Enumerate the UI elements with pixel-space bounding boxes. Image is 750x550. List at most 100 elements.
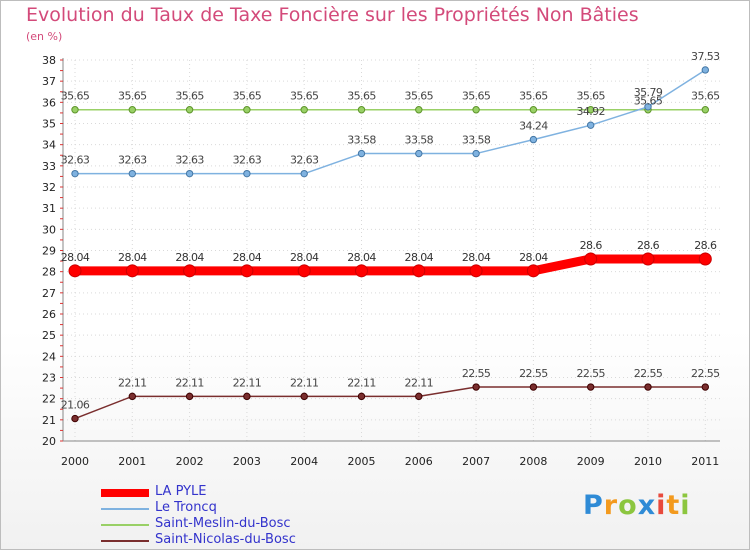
data-label: 22.55	[691, 367, 720, 380]
data-point	[240, 264, 254, 278]
data-label: 28.04	[405, 251, 434, 264]
data-point	[472, 383, 480, 391]
data-point	[243, 106, 251, 114]
data-point	[529, 383, 538, 391]
series-line-le-troncq	[74, 69, 707, 175]
data-point	[68, 264, 82, 278]
data-point	[185, 392, 194, 401]
data-point	[300, 106, 308, 114]
y-tick-label: 22	[42, 393, 56, 406]
data-label: 22.55	[519, 367, 548, 380]
data-label: 35.65	[576, 90, 605, 103]
data-label: 35.65	[347, 90, 376, 103]
data-label: 33.58	[347, 134, 376, 147]
data-point	[243, 169, 251, 178]
data-point	[243, 392, 251, 401]
logo-letter: i	[656, 490, 667, 521]
data-point	[300, 169, 308, 178]
data-label: 22.11	[175, 376, 204, 389]
data-label: 22.55	[576, 367, 605, 380]
data-label: 32.63	[233, 154, 262, 167]
data-label: 28.6	[694, 239, 717, 252]
data-label: 35.65	[462, 90, 491, 103]
y-tick-label: 25	[42, 329, 56, 342]
x-tick-label: 2006	[405, 455, 433, 468]
data-point	[587, 121, 595, 129]
data-label: 34.24	[519, 120, 548, 133]
legend-label-le-troncq: Le Troncq	[155, 500, 217, 515]
data-label: 28.04	[118, 251, 147, 264]
data-point	[587, 383, 595, 391]
y-axis-unit-label: (en %)	[26, 30, 63, 43]
y-tick-label: 28	[42, 266, 56, 279]
legend-label-saint-meslin-du-bosc: Saint-Meslin-du-Bosc	[155, 516, 291, 531]
data-label: 28.6	[637, 239, 660, 252]
data-label: 32.63	[61, 154, 90, 167]
data-point	[698, 252, 712, 266]
data-label: 21.06	[61, 399, 90, 412]
legend-swatch-le-troncq	[101, 508, 149, 510]
data-label: 22.11	[233, 376, 262, 389]
data-point	[185, 169, 194, 178]
data-label: 35.79	[634, 86, 663, 99]
x-tick-label: 2009	[577, 455, 605, 468]
x-tick-label: 2010	[634, 455, 662, 468]
data-label: 28.04	[462, 251, 491, 264]
data-label: 28.04	[175, 251, 204, 264]
data-point	[128, 392, 137, 401]
data-point	[529, 106, 538, 114]
data-label: 35.65	[405, 90, 434, 103]
x-tick-label: 2002	[176, 455, 204, 468]
data-point	[415, 106, 423, 114]
x-tick-label: 2011	[691, 455, 719, 468]
chart-title: Evolution du Taux de Taxe Foncière sur l…	[26, 4, 639, 26]
y-tick-label: 36	[42, 96, 56, 109]
logo-letter: o	[618, 490, 638, 521]
data-label: 35.65	[118, 90, 147, 103]
data-label: 35.65	[175, 90, 204, 103]
y-tick-label: 33	[42, 160, 56, 173]
data-point	[128, 106, 137, 114]
data-point	[185, 106, 194, 114]
data-point	[587, 106, 595, 114]
data-point	[357, 392, 366, 401]
legend-label-saint-nicolas-du-bosc: Saint-Nicolas-du-Bosc	[155, 532, 296, 547]
data-label: 28.04	[519, 251, 548, 264]
data-point	[357, 149, 366, 158]
data-label: 22.11	[118, 376, 147, 389]
x-tick-label: 2008	[519, 455, 547, 468]
data-label: 35.65	[61, 90, 90, 103]
data-label: 35.65	[290, 90, 319, 103]
x-tick-label: 2003	[233, 455, 261, 468]
data-point	[357, 106, 366, 114]
data-label: 35.65	[691, 90, 720, 103]
y-tick-label: 24	[42, 350, 56, 363]
data-label: 37.53	[691, 50, 720, 63]
x-tick-label: 2005	[348, 455, 376, 468]
x-tick-label: 2001	[118, 455, 146, 468]
data-point	[71, 414, 79, 423]
y-tick-label: 27	[42, 287, 56, 300]
y-tick-label: 34	[42, 139, 56, 152]
y-tick-label: 31	[42, 202, 56, 215]
legend-swatch-saint-meslin-du-bosc	[101, 524, 149, 526]
data-point	[644, 383, 652, 391]
legend-label-la-pyle: LA PYLE	[155, 484, 207, 499]
data-label: 35.65	[233, 90, 262, 103]
data-point	[128, 169, 137, 178]
y-tick-label: 29	[42, 245, 56, 258]
data-point	[355, 264, 368, 278]
data-label: 35.65	[634, 95, 663, 108]
legend-swatch-la-pyle	[101, 489, 149, 497]
data-label: 28.04	[233, 251, 262, 264]
data-point	[641, 252, 655, 266]
data-label: 22.55	[462, 367, 491, 380]
series-line-saint-nicolas-du-bosc	[74, 386, 707, 420]
logo-letter: P	[583, 490, 604, 521]
y-tick-label: 20	[42, 435, 56, 448]
series-line-la-pyle	[70, 254, 710, 276]
data-point	[472, 149, 480, 158]
data-label: 32.63	[290, 154, 319, 167]
data-point	[701, 106, 709, 114]
